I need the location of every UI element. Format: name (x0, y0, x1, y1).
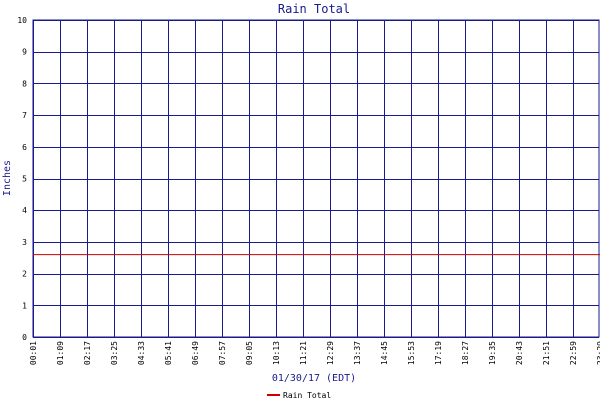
y-tick-label: 1 (22, 301, 27, 310)
x-tick-label: 10:13 (272, 341, 281, 365)
x-tick-label: 23:29 (596, 341, 600, 365)
y-tick-label: 6 (22, 143, 27, 152)
x-tick-label: 07:57 (218, 341, 227, 365)
y-axis-label: Inches (2, 160, 13, 196)
x-tick-label: 11:21 (299, 341, 308, 365)
x-tick-label: 00:01 (29, 341, 38, 365)
y-tick-label: 10 (17, 16, 27, 25)
chart-title: Rain Total (278, 2, 350, 16)
legend-label: Rain Total (283, 391, 331, 400)
x-tick-label: 18:27 (461, 341, 470, 365)
plot-frame (32, 19, 600, 338)
x-tick-label: 21:51 (542, 341, 551, 365)
x-tick-label: 22:59 (569, 341, 578, 365)
x-tick-label: 20:43 (515, 341, 524, 365)
x-tick-label: 12:29 (326, 341, 335, 365)
y-tick-label: 9 (22, 48, 27, 57)
x-tick-label: 05:41 (164, 341, 173, 365)
x-tick-label: 13:37 (353, 341, 362, 365)
grid (32, 19, 600, 338)
x-tick-label: 04:33 (137, 341, 146, 365)
y-tick-label: 7 (22, 111, 27, 120)
x-tick-labels: 00:01 01:09 02:17 03:25 04:33 05:41 06:49 07:57… (29, 341, 600, 365)
legend: Rain Total (267, 391, 331, 400)
x-tick-label: 09:05 (245, 341, 254, 365)
x-axis-label: 01/30/17 (EDT) (272, 373, 356, 384)
y-tick-label: 0 (22, 333, 27, 342)
y-tick-label: 2 (22, 270, 27, 279)
y-tick-label: 8 (22, 79, 27, 88)
y-tick-label: 5 (22, 175, 27, 184)
y-tick-label: 3 (22, 238, 27, 247)
x-tick-label: 01:09 (56, 341, 65, 365)
x-tick-label: 14:45 (380, 341, 389, 365)
y-tick-label: 4 (22, 206, 27, 215)
x-tick-label: 17:19 (434, 341, 443, 365)
x-tick-label: 03:25 (110, 341, 119, 365)
x-tick-label: 19:35 (488, 341, 497, 365)
y-tick-labels: 0 1 2 3 4 5 6 7 8 9 10 (17, 16, 27, 342)
x-tick-label: 15:53 (407, 341, 416, 365)
x-tick-label: 02:17 (83, 341, 92, 365)
x-tick-label: 06:49 (191, 341, 200, 365)
